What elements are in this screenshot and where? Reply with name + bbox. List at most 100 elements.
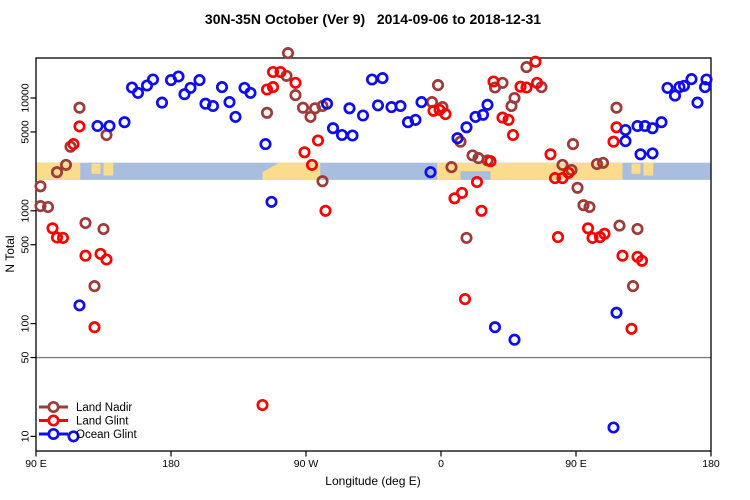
data-point-ocean-glint [460,121,473,134]
data-point-land-glint [56,231,70,244]
data-point-land-glint [625,322,638,335]
data-point-ocean-glint [215,81,229,94]
data-point-ocean-glint [73,299,86,312]
data-point-land-glint [607,135,620,148]
legend-marker [47,400,60,414]
data-point-land-glint [520,81,533,94]
data-point-land-glint [256,398,269,412]
x-tick-label: 180 [702,458,720,470]
data-point-ocean-glint [91,119,104,133]
data-point-land-nadir [431,79,445,92]
data-point-land-glint [458,293,472,306]
data-point-ocean-glint [685,73,698,86]
data-point-land-nadir [571,181,584,194]
data-point-land-nadir [520,61,533,74]
data-point-ocean-glint [619,135,632,148]
data-point-ocean-glint [661,81,674,94]
data-point-land-nadir [289,89,302,102]
data-point-ocean-glint [244,86,257,99]
data-point-land-glint [427,104,440,117]
data-point-land-nadir [445,161,458,174]
y-tick-label: 1000 [20,199,32,223]
data-point-land-nadir [260,106,274,119]
legend-marker [47,427,60,441]
data-point-land-glint [548,172,562,185]
data-point-land-nadir [79,216,92,230]
data-point-land-glint [439,108,452,121]
data-point-land-glint [506,128,520,142]
legend-label: Ocean Glint [76,429,138,441]
axes-layer: 90 E 180 90 W 0 90 E 180 10000 5000 1000 500 100 50… [20,57,720,470]
data-point-ocean-glint [634,148,647,161]
data-point-ocean-glint [700,73,713,86]
legend-marker [47,414,60,427]
data-point-ocean-glint [193,74,206,87]
data-point-land-nadir [88,280,101,293]
data-point-land-glint [544,148,557,161]
data-point-ocean-glint [646,122,659,135]
data-point-land-glint [635,254,649,267]
data-point-ocean-glint [677,79,691,92]
data-point-land-glint [616,249,629,262]
data-point-ocean-glint [476,108,490,121]
data-point-ocean-glint [655,116,668,129]
data-point-land-glint [100,253,113,266]
data-point-land-glint [289,76,302,89]
data-point-ocean-glint [610,306,623,319]
data-point-land-glint [556,172,569,185]
data-point-land-nadir [59,158,73,171]
data-point-ocean-glint [172,70,185,83]
data-point-ocean-glint [320,97,334,110]
land-strip-segment [103,162,114,176]
data-point-ocean-glint [103,119,116,133]
data-point-ocean-glint [178,88,191,101]
data-point-ocean-glint [67,430,80,443]
data-point-ocean-glint [691,96,704,109]
land-strip-segment [91,163,101,174]
data-point-land-glint [484,155,497,168]
data-point-land-nadir [556,158,569,171]
land-strip-segment [631,163,641,174]
data-point-ocean-glint [607,421,620,434]
data-point-land-glint [319,204,332,217]
data-point-land-nadir [97,222,110,236]
data-point-land-nadir [505,99,518,113]
data-point-land-glint [274,65,287,79]
data-point-land-glint [260,83,274,96]
data-point-land-glint [73,120,86,133]
plot-border [35,57,712,452]
data-point-land-glint [88,321,101,334]
data-point-land-nadir [613,219,626,232]
data-point-land-glint [487,75,500,88]
chart-title: 30N-35N October (Ver 9) 2014-09-06 to 20… [205,11,541,27]
data-point-ocean-glint [184,81,197,94]
x-tick-label: 90 E [565,458,587,470]
data-point-ocean-glint [646,147,659,160]
data-point-ocean-glint [508,333,521,346]
data-point-land-nadir [296,101,310,114]
data-point-ocean-glint [415,96,428,109]
data-point-land-glint [514,80,527,93]
data-point-land-glint [502,113,515,126]
y-axis-title: N Total [3,235,17,272]
data-point-ocean-glint [131,86,145,99]
data-point-land-nadir [631,222,644,236]
data-point-ocean-glint [481,98,494,111]
data-point-ocean-glint [469,110,482,123]
x-tick-label: 0 [438,458,444,470]
data-point-land-glint [496,111,509,124]
world-map-band [36,162,711,180]
data-point-ocean-glint [118,116,131,129]
data-point-ocean-glint [488,321,502,334]
data-point-ocean-glint [265,195,278,208]
data-point-land-glint [586,231,599,244]
data-point-land-glint [529,55,542,68]
data-point-ocean-glint [346,129,359,142]
y-tick-label: 5000 [20,120,32,144]
data-point-land-glint [305,158,319,171]
data-point-ocean-glint [356,109,370,122]
y-tick-label: 10000 [20,83,32,112]
data-point-ocean-glint [371,99,385,112]
data-point-ocean-glint [259,138,272,151]
